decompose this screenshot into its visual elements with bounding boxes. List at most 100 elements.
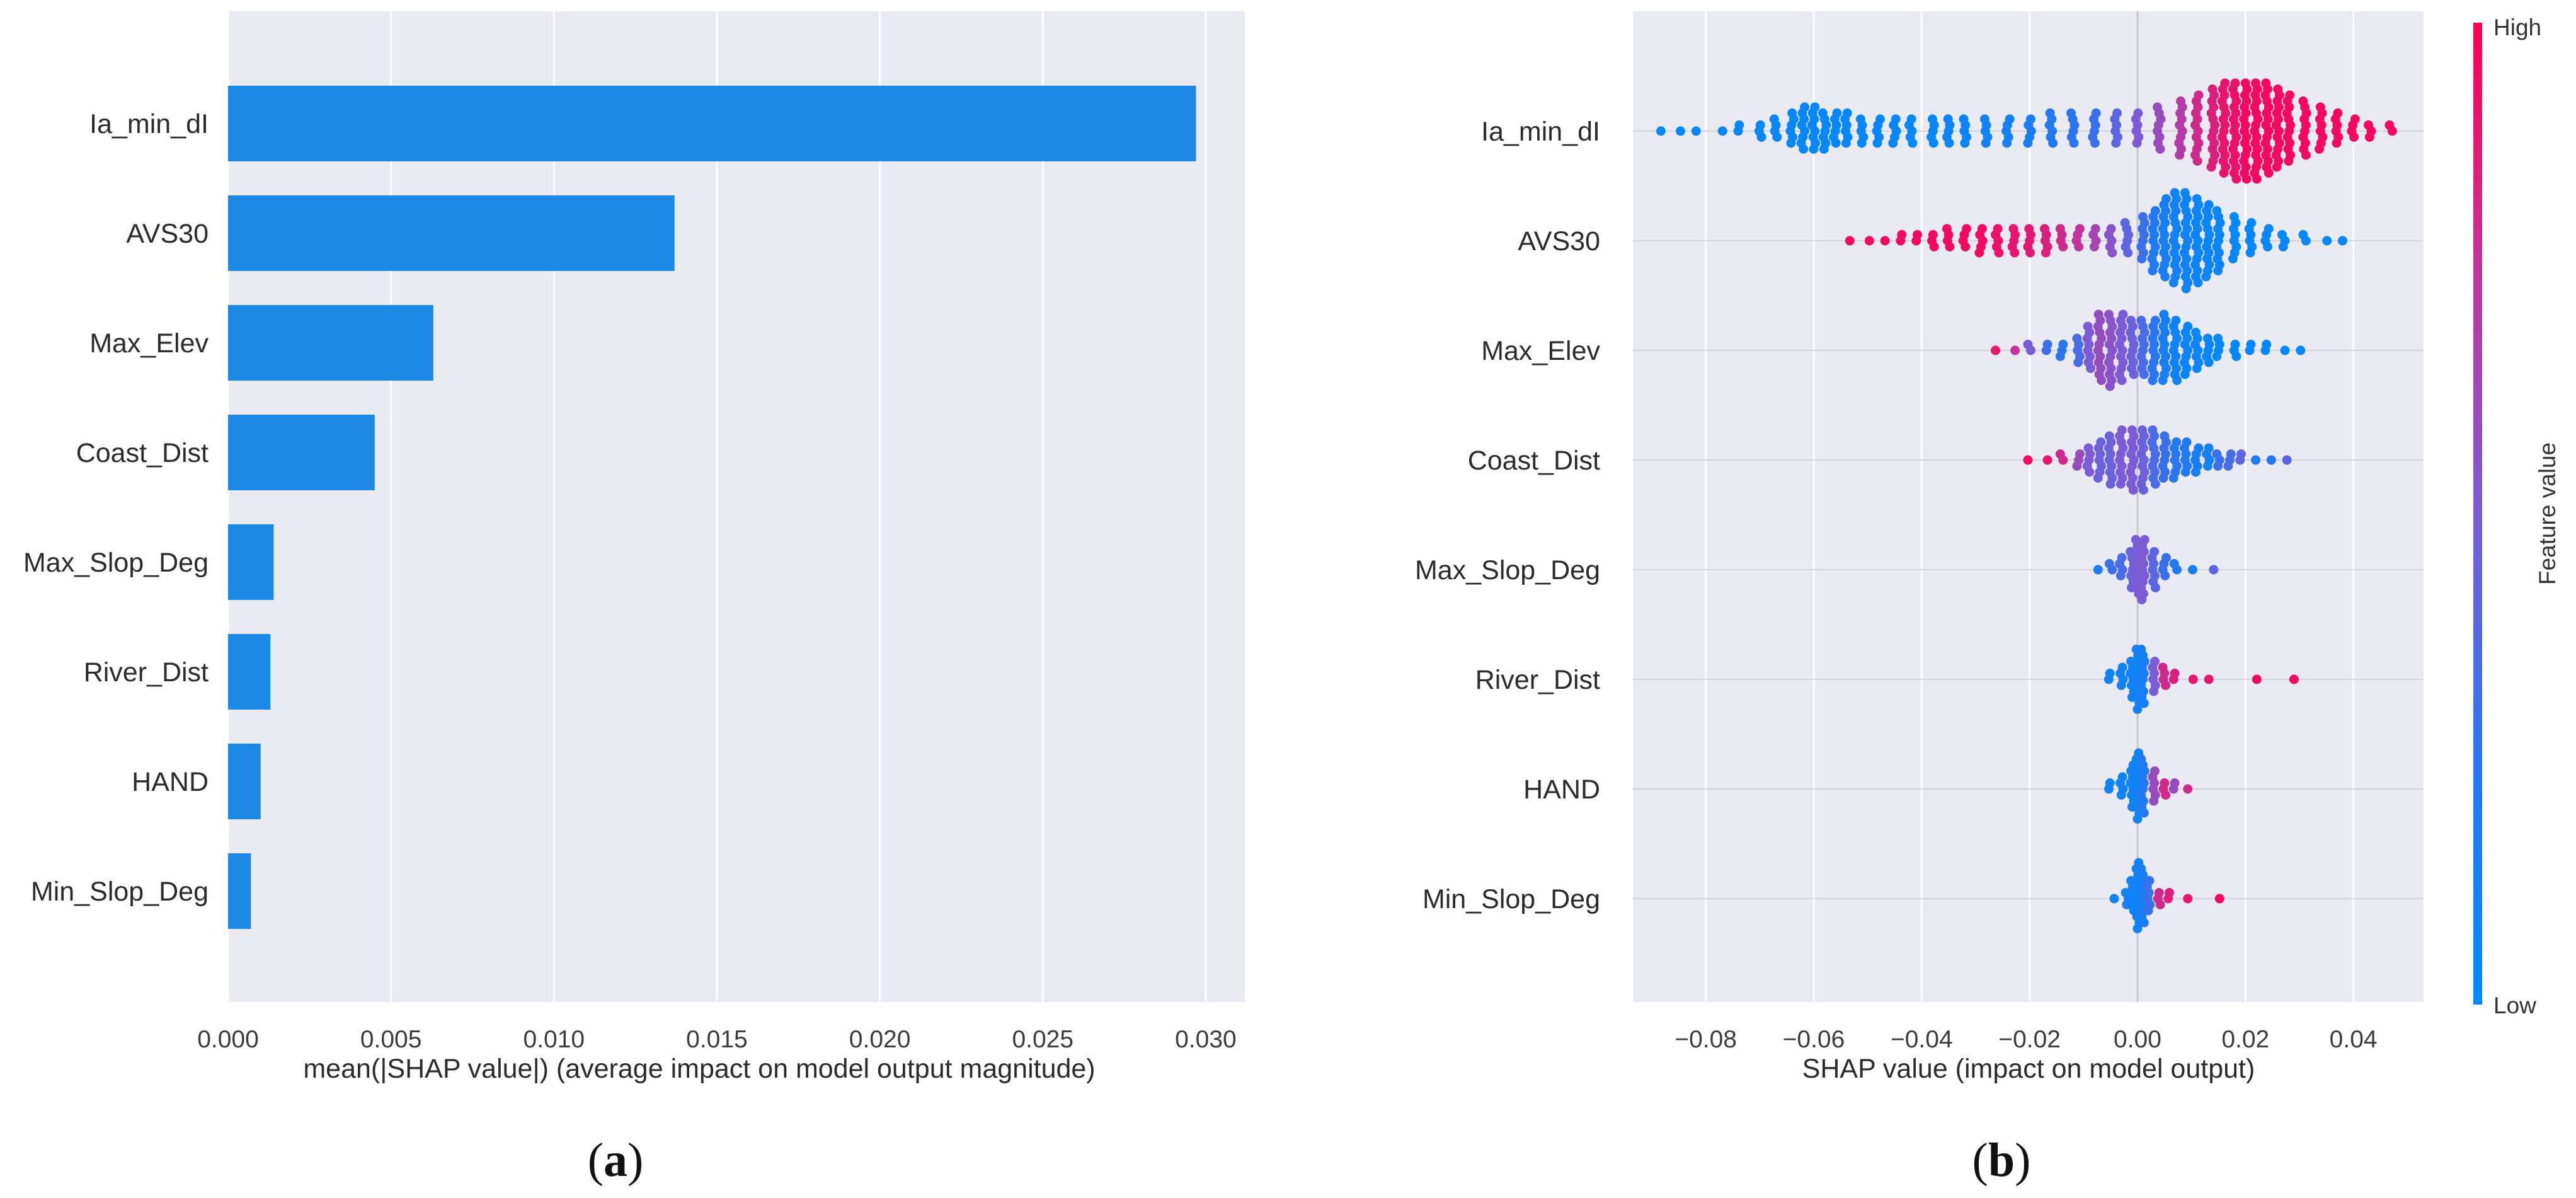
beeswarm-x-tick-label: −0.06 (1783, 1026, 1845, 1053)
bar-chart-x-tick-label: 0.025 (1012, 1026, 1073, 1053)
beeswarm-point-max-elev (2073, 357, 2083, 367)
beeswarm-feature-label: Coast_Dist (1468, 446, 1600, 476)
beeswarm-x-axis-title: SHAP value (impact on model output) (1802, 1054, 2255, 1084)
beeswarm-point-max-elev (1991, 345, 2001, 355)
beeswarm-point-ia-min-di (2194, 90, 2204, 100)
beeswarm-x-tick-label: −0.02 (1998, 1026, 2061, 1053)
beeswarm-point-coast-dist (2055, 449, 2065, 459)
beeswarm-point-ia-min-di (2219, 168, 2229, 178)
beeswarm-point-max-slop-deg (2161, 553, 2172, 563)
beeswarm-feature-label: River_Dist (1475, 665, 1600, 695)
beeswarm-point-ia-min-di (2384, 120, 2395, 130)
beeswarm-point-ia-min-di (1831, 138, 1841, 148)
beeswarm-point-ia-min-di (2176, 96, 2186, 106)
beeswarm-point-avs30 (2148, 266, 2158, 275)
beeswarm-point-ia-min-di (1676, 126, 1686, 136)
beeswarm-point-hand (2161, 790, 2171, 800)
beeswarm-point-river-dist (2170, 669, 2180, 678)
colorbar-title: Feature value (2534, 442, 2560, 585)
beeswarm-point-max-elev (2023, 340, 2033, 349)
beeswarm-point-coast-dist (2160, 431, 2170, 441)
beeswarm-point-river-dist (2150, 657, 2160, 666)
beeswarm-point-max-elev (2172, 376, 2182, 385)
beeswarm-point-max-elev (2296, 345, 2306, 355)
beeswarm-point-avs30 (2192, 194, 2202, 204)
bar-chart-x-tick-label: 0.010 (524, 1026, 585, 1053)
beeswarm-point-hand (2117, 772, 2127, 782)
bar-hand (228, 744, 261, 819)
beeswarm-point-coast-dist (2223, 461, 2233, 471)
bar-chart-feature-label: HAND (132, 767, 209, 797)
beeswarm-point-avs30 (2024, 224, 2034, 234)
beeswarm-panel: Ia_min_dI AVS30 Max_Elev Coast_Dist Max_Slop… (1415, 11, 2560, 1187)
beeswarm-point-max-slop-deg (2115, 571, 2126, 580)
beeswarm-point-avs30 (1913, 230, 1923, 239)
panel-b-label: (b) (1972, 1134, 2031, 1187)
beeswarm-point-ia-min-di (1819, 144, 1829, 154)
beeswarm-point-avs30 (2245, 248, 2255, 258)
bar-chart-feature-label: Max_Slop_Deg (23, 548, 209, 578)
beeswarm-point-max-elev (2231, 352, 2241, 361)
beeswarm-point-max-elev (2190, 328, 2201, 337)
beeswarm-point-coast-dist (2204, 443, 2214, 453)
beeswarm-point-max-elev (2171, 316, 2181, 325)
bar-chart-x-tick-label: 0.005 (360, 1026, 422, 1053)
colorbar-low-label: Low (2493, 993, 2536, 1018)
beeswarm-point-coast-dist (2150, 479, 2160, 489)
beeswarm-point-avs30 (2090, 224, 2100, 234)
beeswarm-point-avs30 (1993, 224, 2003, 234)
beeswarm-point-ia-min-di (1841, 138, 1851, 148)
beeswarm-point-avs30 (2213, 266, 2223, 275)
bar-max-elev (228, 305, 433, 381)
beeswarm-point-river-dist (2188, 674, 2198, 684)
beeswarm-point-max-elev (2072, 333, 2082, 343)
beeswarm-point-coast-dist (2075, 449, 2085, 459)
beeswarm-point-coast-dist (2117, 425, 2127, 435)
beeswarm-point-min-slop-deg (2136, 864, 2146, 873)
beeswarm-point-max-elev (2042, 340, 2052, 349)
beeswarm-point-max-slop-deg (2126, 547, 2136, 556)
beeswarm-point-ia-min-di (2005, 114, 2015, 124)
beeswarm-point-avs30 (1974, 248, 1984, 258)
beeswarm-point-ia-min-di (2220, 78, 2230, 88)
beeswarm-point-ia-min-di (2251, 78, 2261, 88)
beeswarm-feature-labels: Ia_min_dI AVS30 Max_Elev Coast_Dist Max_Slop… (1415, 117, 1601, 914)
beeswarm-point-max-elev (2180, 369, 2190, 379)
beeswarm-point-min-slop-deg (2183, 894, 2193, 904)
beeswarm-point-max-slop-deg (2117, 553, 2127, 563)
beeswarm-point-avs30 (2055, 224, 2065, 234)
beeswarm-feature-label: Max_Elev (1481, 336, 1600, 366)
beeswarm-point-ia-min-di (1943, 114, 1953, 124)
beeswarm-point-hand (2149, 796, 2159, 806)
beeswarm-point-avs30 (2025, 248, 2035, 258)
beeswarm-point-avs30 (2193, 278, 2203, 287)
beeswarm-point-max-elev (2183, 321, 2193, 331)
bar-chart-x-tick-label: 0.030 (1175, 1026, 1237, 1053)
beeswarm-point-avs30 (1977, 224, 1987, 234)
beeswarm-point-avs30 (2010, 248, 2020, 258)
beeswarm-point-avs30 (1928, 230, 1938, 239)
beeswarm-point-ia-min-di (2333, 108, 2343, 118)
beeswarm-point-max-elev (2058, 340, 2068, 349)
beeswarm-point-ia-min-di (2207, 84, 2218, 94)
beeswarm-point-avs30 (2298, 230, 2308, 239)
beeswarm-point-ia-min-di (2153, 102, 2163, 112)
beeswarm-point-max-elev (2280, 345, 2290, 355)
beeswarm-point-river-dist (2289, 674, 2299, 684)
beeswarm-point-ia-min-di (2284, 156, 2294, 166)
beeswarm-point-avs30 (2338, 236, 2348, 246)
beeswarm-point-ia-min-di (1944, 138, 1954, 148)
beeswarm-point-ia-min-di (1832, 108, 1842, 118)
beeswarm-point-ia-min-di (2091, 108, 2101, 118)
beeswarm-point-max-elev (2204, 357, 2214, 367)
beeswarm-point-ia-min-di (2175, 150, 2185, 160)
beeswarm-point-avs30 (2008, 224, 2018, 234)
beeswarm-point-river-dist (2117, 662, 2127, 672)
bar-chart-x-tick-label: 0.000 (197, 1026, 259, 1053)
colorbar (2473, 23, 2482, 1005)
beeswarm-point-coast-dist (2083, 443, 2093, 453)
beeswarm-point-avs30 (2168, 278, 2178, 287)
beeswarm-point-avs30 (1994, 248, 2004, 258)
beeswarm-point-ia-min-di (1786, 138, 1796, 148)
beeswarm-point-max-elev (2148, 376, 2158, 385)
